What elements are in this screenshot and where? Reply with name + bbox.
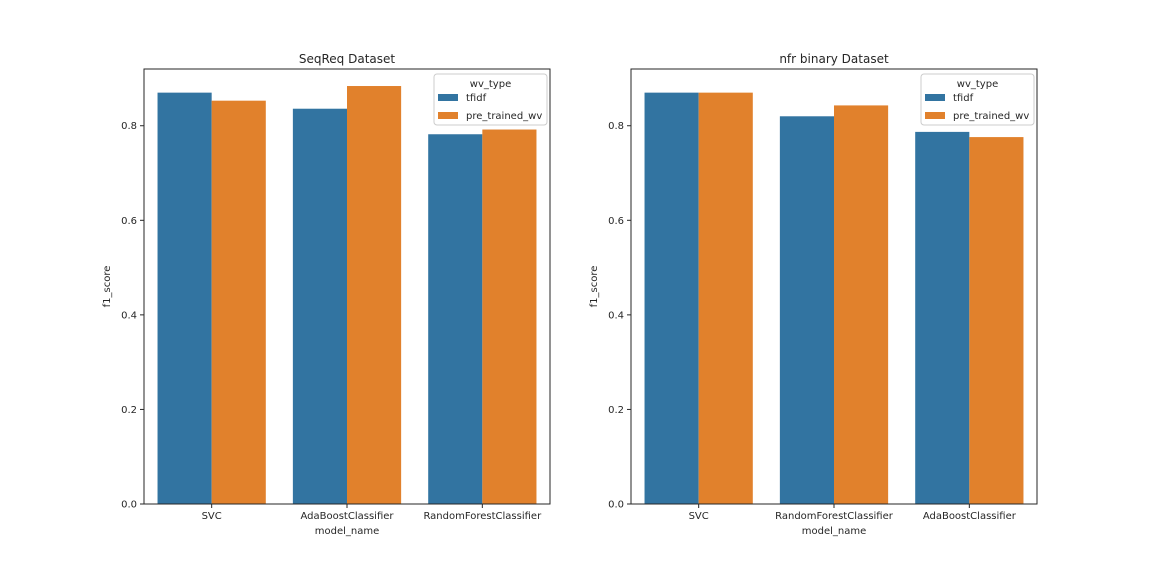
panel1-legend-swatch-pre_trained_wv <box>438 112 458 119</box>
panel1-y-axis-label: f1_score <box>102 266 113 308</box>
panel1-legend-label-pre_trained_wv: pre_trained_wv <box>466 111 542 122</box>
panel2-x-tick-label-0: SVC <box>689 511 709 522</box>
panel2-legend-box <box>920 73 1035 126</box>
panel2-bar-tfidf-0 <box>644 92 699 505</box>
panel2-legend-swatch-pre_trained_wv <box>925 112 945 119</box>
panel2-legend-label-pre_trained_wv: pre_trained_wv <box>953 111 1029 122</box>
panel2-y-axis-label: f1_score <box>589 266 600 308</box>
panel1-chart-title: SeqReq Dataset <box>299 52 396 66</box>
panel2-bar-tfidf-1 <box>779 116 834 505</box>
panel2-x-axis-label: model_name <box>802 526 867 537</box>
panel2-y-tick-label-0: 0.0 <box>608 500 624 511</box>
panel2-y-tick-label-1: 0.2 <box>608 405 624 416</box>
panel1-bar-tfidf-1 <box>292 108 347 504</box>
panel2-bar-tfidf-2 <box>915 131 970 504</box>
panel1-y-tick-label-3: 0.6 <box>121 216 137 227</box>
panel2-y-tick-label-4: 0.8 <box>608 121 624 132</box>
panel1-bar-tfidf-0 <box>157 92 212 505</box>
panel2-bar-pre_trained_wv-1 <box>834 105 889 505</box>
panel1-legend-title: wv_type <box>470 79 511 90</box>
panel2-x-tick-label-1: RandomForestClassifier <box>775 511 894 522</box>
panel2-bar-pre_trained_wv-0 <box>698 92 753 505</box>
panel1-bar-tfidf-2 <box>428 134 483 504</box>
panel1-y-tick-label-2: 0.4 <box>121 310 137 321</box>
panel1-bar-pre_trained_wv-1 <box>347 86 402 505</box>
panel2-x-tick-label-2: AdaBoostClassifier <box>923 511 1017 522</box>
panel2-legend-title: wv_type <box>957 79 998 90</box>
panel1-x-axis-label: model_name <box>315 526 380 537</box>
panel1-y-tick-label-4: 0.8 <box>121 121 137 132</box>
panel2-legend-swatch-tfidf <box>925 94 945 101</box>
panel1-legend-swatch-tfidf <box>438 94 458 101</box>
panel2-chart-title: nfr binary Dataset <box>779 52 889 66</box>
panel1-legend-box <box>433 73 548 126</box>
panel1-y-tick-label-1: 0.2 <box>121 405 137 416</box>
panel2-bar-pre_trained_wv-2 <box>969 137 1024 504</box>
panel1-bar-pre_trained_wv-0 <box>211 100 266 504</box>
panel2-y-tick-label-3: 0.6 <box>608 216 624 227</box>
panel1-x-tick-label-1: AdaBoostClassifier <box>300 511 394 522</box>
panel1-x-tick-label-0: SVC <box>202 511 222 522</box>
panel1-legend-label-tfidf: tfidf <box>466 93 487 104</box>
panel2-legend-label-tfidf: tfidf <box>953 93 974 104</box>
panel1-y-tick-label-0: 0.0 <box>121 500 137 511</box>
panel1-x-tick-label-2: RandomForestClassifier <box>423 511 542 522</box>
panel1-bar-pre_trained_wv-2 <box>482 129 537 505</box>
panel2-y-tick-label-2: 0.4 <box>608 310 624 321</box>
